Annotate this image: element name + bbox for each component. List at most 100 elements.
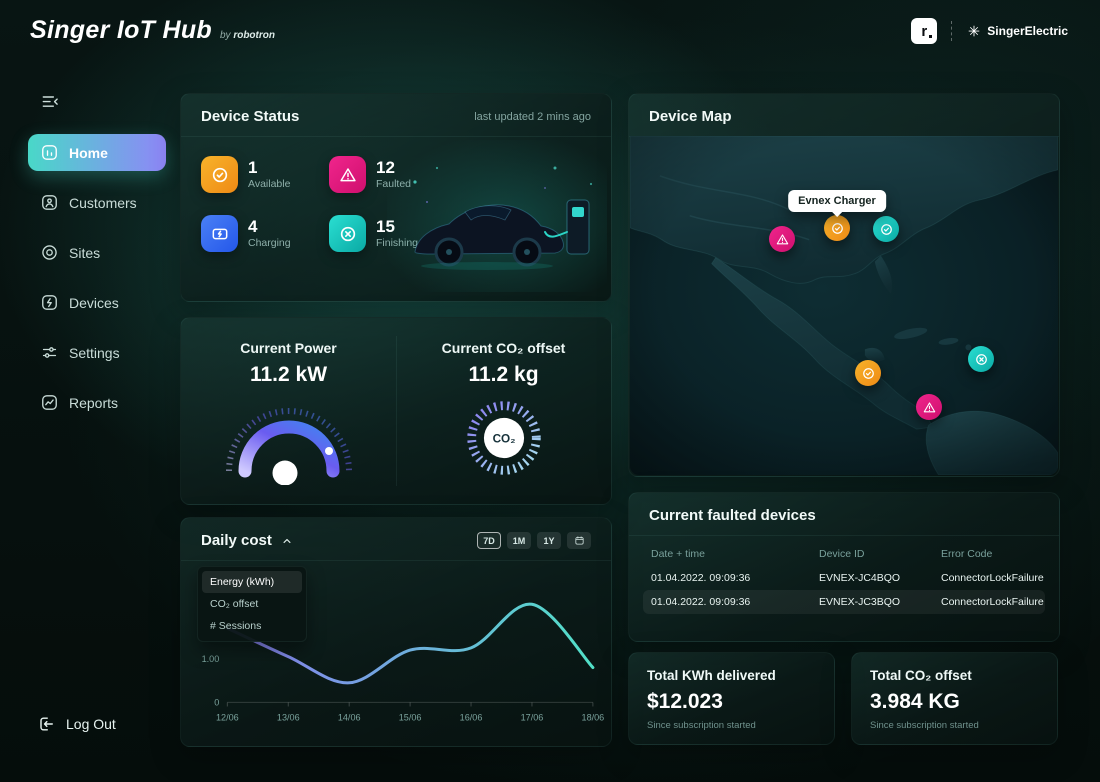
stat-value: 1 <box>248 157 258 177</box>
alert-icon <box>329 156 366 193</box>
daily-cost-chart-area: 0 1.00 12/06 13/06 14/06 15/06 16/06 17/06 18/0… <box>191 580 605 738</box>
status-stat-available: 1 Available <box>201 156 313 193</box>
legend-item[interactable]: Energy (kWh) <box>202 571 302 593</box>
map-marker-check[interactable] <box>873 216 899 242</box>
range-button-1m[interactable]: 1M <box>507 532 531 549</box>
x-tick-label: 12/06 <box>216 713 239 723</box>
robotron-logo-dot <box>929 35 933 38</box>
co2-ring-label: CO₂ <box>492 432 515 445</box>
table-cell: 01.04.2022. 09:09:36 <box>651 572 751 584</box>
calendar-button[interactable] <box>567 532 591 549</box>
x-tick-label: 17/06 <box>521 713 544 723</box>
sidebar-item-home[interactable]: Home <box>28 134 166 171</box>
sites-icon <box>40 243 59 262</box>
map-area: Evnex Charger <box>630 136 1058 475</box>
chart-line <box>225 602 595 685</box>
total-kwh-title: Total KWh delivered <box>647 668 776 683</box>
robotron-letter: r <box>921 22 928 40</box>
sidebar-item-customers[interactable]: Customers <box>28 184 166 221</box>
topbar: Singer IoT Hub by robotron r SingerElect… <box>0 0 1100 62</box>
range-buttons: 7D 1M 1Y <box>477 532 591 549</box>
stat-label: Charging <box>248 237 291 250</box>
home-icon <box>40 143 59 162</box>
stat-label: Available <box>248 178 291 191</box>
device-status-header: Device Status last updated 2 mins ago <box>181 94 611 137</box>
sidebar-item-label: Customers <box>69 194 137 211</box>
faulted-devices-header: Current faulted devices <box>629 493 1059 536</box>
map-marker-check[interactable] <box>855 360 881 386</box>
table-row[interactable]: 01.04.2022. 09:09:36 EVNEX-JC3BQO Connecto… <box>643 590 1045 614</box>
table-cell: EVNEX-JC3BQO <box>819 596 901 608</box>
range-button-1y[interactable]: 1Y <box>537 532 561 549</box>
daily-cost-header: Daily cost 7D 1M 1Y <box>181 518 611 561</box>
x-tick-label: 13/06 <box>277 713 300 723</box>
total-kwh-subtitle: Since subscription started <box>647 720 756 731</box>
map-marker-finishing[interactable] <box>968 346 994 372</box>
total-kwh-value: $12.023 <box>647 690 723 713</box>
chevron-up-icon[interactable] <box>280 534 294 548</box>
finishing-icon <box>329 215 366 252</box>
robotron-logo: r <box>911 18 938 44</box>
range-button-7d[interactable]: 7D <box>477 532 501 549</box>
daily-cost-card: Daily cost 7D 1M 1Y Energy (kWh) CO₂ offset… <box>180 517 612 747</box>
x-tick-label: 14/06 <box>338 713 361 723</box>
singer-electric-label: SingerElectric <box>987 24 1068 38</box>
ev-charging-illustration <box>387 140 607 292</box>
sidebar: Home Customers Sites Devices Settings Reports <box>28 92 166 421</box>
y-tick-label: 0 <box>214 697 219 707</box>
logout-button[interactable]: Log Out <box>36 714 116 734</box>
sidebar-collapse-button[interactable] <box>40 92 60 112</box>
chart-xlabels: 12/06 13/06 14/06 15/06 16/06 17/06 18/06 <box>216 702 605 723</box>
table-column-header: Date + time <box>651 548 705 560</box>
partner-logos: r SingerElectric <box>911 18 1068 44</box>
x-tick-label: 16/06 <box>460 713 483 723</box>
map-marker-alert[interactable] <box>916 394 942 420</box>
map-terrain <box>630 136 1058 475</box>
co2-offset-section: Current CO₂ offset 11.2 kg CO₂ <box>396 318 611 504</box>
singer-electric-logo: SingerElectric <box>967 24 1068 38</box>
legend-item[interactable]: CO₂ offset <box>210 598 259 610</box>
total-co2-value: 3.984 KG <box>870 690 960 713</box>
table-cell: EVNEX-JC4BQO <box>819 572 901 584</box>
sidebar-nav: Home Customers Sites Devices Settings Reports <box>28 134 166 421</box>
total-co2-title: Total CO₂ offset <box>870 668 972 683</box>
x-tick-label: 18/06 <box>582 713 605 723</box>
map-marker-check[interactable] <box>824 215 850 241</box>
sidebar-item-label: Devices <box>69 294 119 311</box>
total-co2-subtitle: Since subscription started <box>870 720 979 731</box>
map-marker-alert[interactable] <box>769 226 795 252</box>
table-row[interactable]: 01.04.2022. 09:09:36 EVNEX-JC4BQO Connecto… <box>643 566 1045 590</box>
sidebar-item-reports[interactable]: Reports <box>28 384 166 421</box>
chart-ylabels: 01.00 <box>202 654 220 708</box>
stat-value: 4 <box>248 216 258 236</box>
faulted-table-body: 01.04.2022. 09:09:36 EVNEX-JC4BQO Connecto… <box>643 566 1045 614</box>
faulted-devices-title: Current faulted devices <box>649 507 816 524</box>
device-map-card: Device Map <box>628 93 1060 477</box>
power-card-divider <box>396 336 397 486</box>
current-power-value: 11.2 kW <box>249 363 328 386</box>
logout-label: Log Out <box>66 716 116 732</box>
settings-icon <box>40 343 59 362</box>
daily-cost-chart: 01.00 12/06 13/06 14/06 15/06 16/06 17/06 18/0… <box>202 602 605 723</box>
device-status-stats: 1Available12Faulted4Charging15Finishing <box>201 156 449 252</box>
sidebar-item-label: Home <box>69 144 108 161</box>
legend-item[interactable]: # Sessions <box>210 620 262 632</box>
sidebar-item-devices[interactable]: Devices <box>28 284 166 321</box>
faulted-devices-table: Date + time Device ID Error Code 01.04.202… <box>629 536 1059 624</box>
stat-text: 1 Available <box>248 157 291 191</box>
devices-icon <box>40 293 59 312</box>
table-cell: 01.04.2022. 09:09:36 <box>651 596 751 608</box>
map-markers <box>630 136 1058 475</box>
current-power-section: Current Power 11.2 kW <box>181 318 396 504</box>
device-map-header: Device Map <box>629 94 1059 137</box>
faulted-devices-card: Current faulted devices Date + time Devic… <box>628 492 1060 642</box>
reports-icon <box>40 393 59 412</box>
chart-legend: Energy (kWh) CO₂ offset # Sessions <box>197 566 307 642</box>
sidebar-item-sites[interactable]: Sites <box>28 234 166 271</box>
last-updated-text: last updated 2 mins ago <box>474 110 591 123</box>
sidebar-item-label: Reports <box>69 394 119 411</box>
sidebar-item-settings[interactable]: Settings <box>28 334 166 371</box>
byline-prefix: by <box>219 30 231 41</box>
